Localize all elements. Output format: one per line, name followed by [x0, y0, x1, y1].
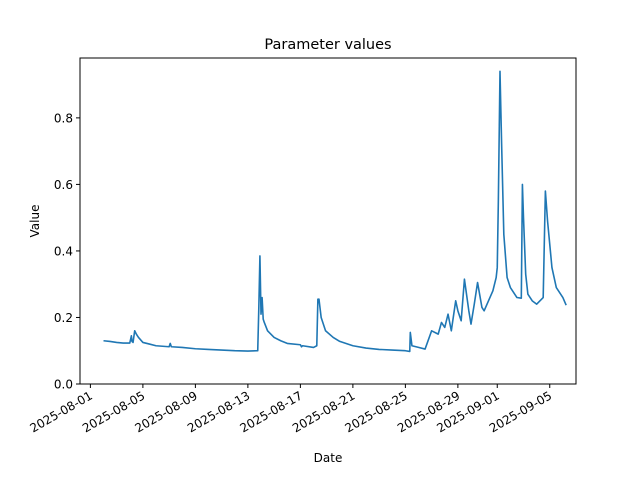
- y-tick-label: 0.4: [54, 244, 73, 258]
- y-tick-label: 0.8: [54, 111, 73, 125]
- y-tick-label: 0.6: [54, 178, 73, 192]
- series-line-0: [103, 70, 567, 353]
- y-axis: 0.0 0.2 0.4 0.6 0.8: [54, 111, 80, 392]
- chart-title: Parameter values: [264, 37, 391, 53]
- y-axis-label: Value: [28, 205, 42, 238]
- y-tick-label: 0.0: [54, 378, 73, 392]
- x-axis-label: Date: [314, 451, 343, 465]
- series-layer: [103, 70, 567, 353]
- plot-frame: [79, 57, 577, 385]
- y-tick-label: 0.2: [54, 311, 73, 325]
